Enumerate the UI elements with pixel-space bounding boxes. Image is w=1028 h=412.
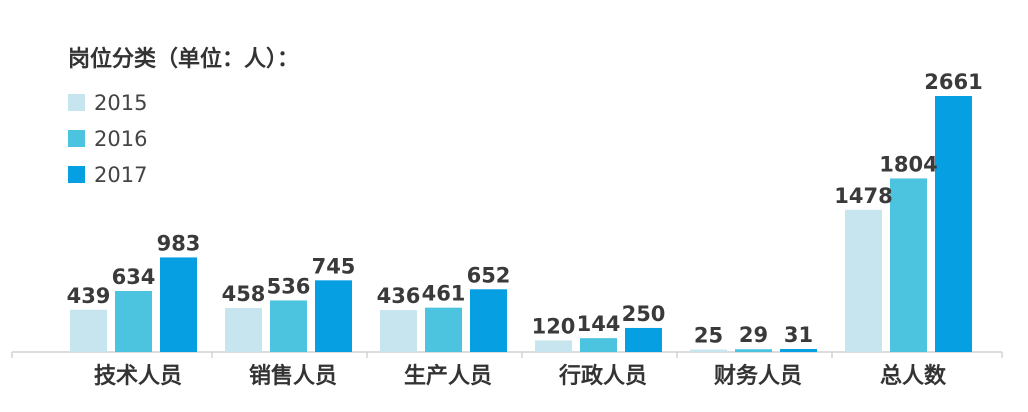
value-label: 25 [694, 324, 723, 348]
bar-2015-0 [70, 309, 107, 352]
category-label: 行政人员 [558, 363, 647, 389]
value-label: 436 [377, 284, 421, 308]
value-label: 461 [422, 282, 466, 306]
bars [70, 96, 972, 352]
legend: 2015 2016 2017 [68, 91, 147, 187]
value-label: 1478 [834, 184, 892, 208]
bar-2017-2 [470, 289, 507, 352]
bar-2015-1 [225, 307, 262, 352]
bar-2015-4 [690, 349, 727, 352]
value-label: 536 [267, 274, 311, 298]
bar-2017-3 [625, 327, 662, 352]
value-label: 634 [112, 265, 156, 289]
category-labels: 技术人员 销售人员 生产人员 行政人员 财务人员 总人数 [94, 363, 947, 389]
bar-2016-1 [270, 300, 307, 352]
category-label: 总人数 [880, 363, 947, 389]
value-label: 983 [157, 231, 201, 255]
value-label: 31 [784, 323, 813, 347]
value-label: 2661 [924, 70, 982, 94]
bar-2017-0 [160, 257, 197, 352]
bar-2017-1 [315, 280, 352, 352]
x-axis [11, 351, 1003, 358]
legend-label-2017: 2017 [94, 163, 147, 187]
value-label: 144 [577, 312, 621, 336]
bar-2015-5 [845, 209, 882, 352]
category-label: 财务人员 [714, 364, 802, 389]
bar-2016-2 [425, 307, 462, 352]
bar-2016-4 [735, 349, 772, 352]
category-label: 销售人员 [249, 363, 337, 389]
value-label: 29 [739, 323, 768, 347]
bar-2016-0 [115, 291, 152, 352]
legend-swatch-2015 [68, 94, 85, 111]
value-label: 120 [532, 314, 576, 338]
category-label: 生产人员 [404, 364, 492, 389]
value-label: 458 [222, 282, 266, 306]
value-label: 745 [312, 254, 356, 278]
bar-2015-3 [535, 340, 572, 352]
value-label: 250 [622, 302, 666, 326]
legend-label-2015: 2015 [94, 91, 147, 115]
value-label: 439 [67, 284, 111, 308]
category-label: 技术人员 [94, 364, 182, 389]
value-label: 652 [467, 263, 511, 287]
legend-swatch-2016 [68, 130, 85, 147]
bar-2017-5 [935, 96, 972, 352]
legend-label-2016: 2016 [94, 127, 147, 151]
chart-title: 岗位分类（单位：人）： [68, 46, 299, 72]
legend-swatch-2017 [68, 166, 85, 183]
bar-2016-5 [890, 178, 927, 352]
bar-2017-4 [780, 349, 817, 352]
value-label: 1804 [879, 152, 937, 176]
bar-2015-2 [380, 310, 417, 352]
bar-2016-3 [580, 338, 617, 352]
